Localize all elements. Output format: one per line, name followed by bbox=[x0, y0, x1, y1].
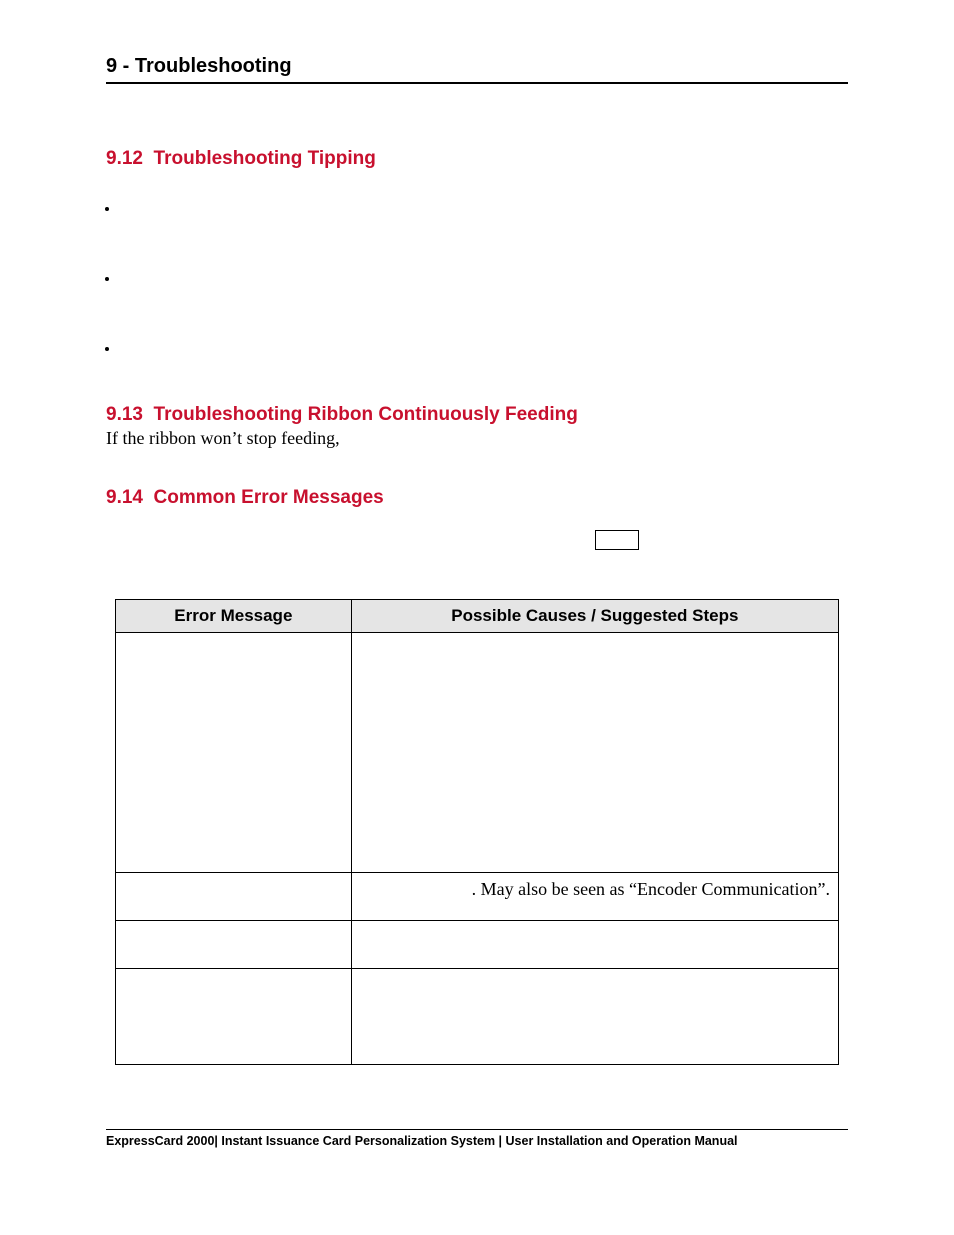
chapter-header: 9 - Troubleshooting bbox=[106, 55, 848, 84]
cell-possible-cause bbox=[351, 969, 838, 1065]
cell-error-message bbox=[116, 873, 352, 921]
section-9-13-num: 9.13 bbox=[106, 404, 143, 425]
section-9-14-num: 9.14 bbox=[106, 487, 143, 508]
col-error-message: Error Message bbox=[116, 600, 352, 633]
page-footer: ExpressCard 2000| Instant Issuance Card … bbox=[106, 1129, 848, 1148]
section-9-13-title: Troubleshooting Ribbon Continuously Feed… bbox=[154, 404, 578, 425]
cell-possible-cause bbox=[351, 921, 838, 969]
table-header-row: Error Message Possible Causes / Suggeste… bbox=[116, 600, 839, 633]
bullet-item bbox=[120, 200, 848, 214]
bullet-item bbox=[120, 270, 848, 284]
section-9-13-heading: 9.13 Troubleshooting Ribbon Continuously… bbox=[106, 404, 848, 426]
section-9-14-title: Common Error Messages bbox=[154, 487, 384, 508]
table-row bbox=[116, 921, 839, 969]
inline-box-icon bbox=[595, 530, 639, 550]
cell-possible-cause bbox=[351, 633, 838, 873]
section-9-12-num: 9.12 bbox=[106, 148, 143, 169]
tipping-bullets bbox=[120, 200, 848, 354]
bullet-item bbox=[120, 340, 848, 354]
section-9-12-title: Troubleshooting Tipping bbox=[154, 148, 376, 169]
cell-possible-cause: . May also be seen as “Encoder Communica… bbox=[351, 873, 838, 921]
table-row bbox=[116, 969, 839, 1065]
section-9-14-heading: 9.14 Common Error Messages bbox=[106, 487, 848, 509]
cell-error-message bbox=[116, 633, 352, 873]
cell-error-message bbox=[116, 969, 352, 1065]
page: 9 - Troubleshooting 9.12 Troubleshooting… bbox=[0, 0, 954, 1235]
error-messages-table: Error Message Possible Causes / Suggeste… bbox=[115, 599, 839, 1065]
section-9-13-body: If the ribbon won’t stop feeding, bbox=[106, 428, 848, 449]
col-possible-causes: Possible Causes / Suggested Steps bbox=[351, 600, 838, 633]
section-9-12-heading: 9.12 Troubleshooting Tipping bbox=[106, 148, 848, 170]
table-row bbox=[116, 633, 839, 873]
cell-error-message bbox=[116, 921, 352, 969]
table-row: . May also be seen as “Encoder Communica… bbox=[116, 873, 839, 921]
